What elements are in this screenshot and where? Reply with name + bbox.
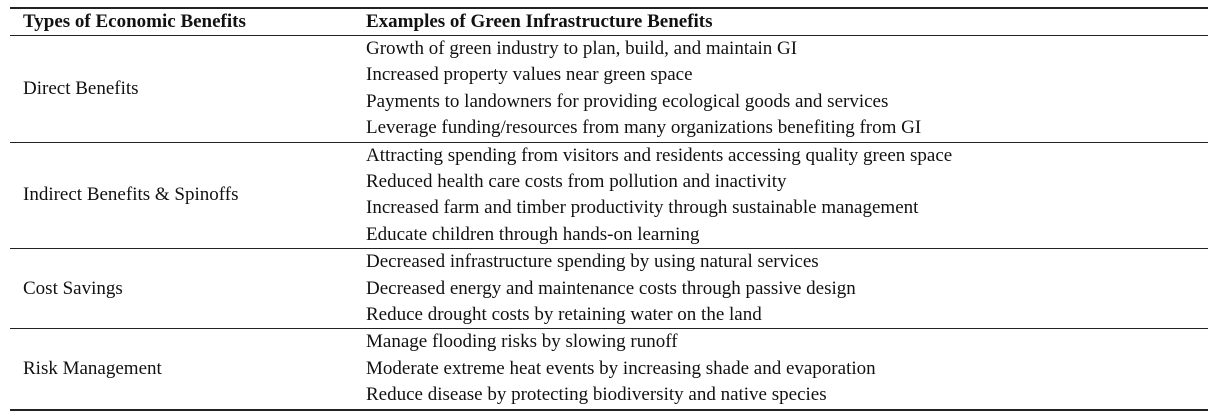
row-rule [10,141,1208,143]
header-cell: Types of Economic Benefits [23,11,246,32]
example-text: Reduce disease by protecting biodiversit… [366,384,827,406]
example-text: Leverage funding/resources from many org… [366,117,922,139]
example-text: Increased property values near green spa… [366,64,693,86]
example-text: Attracting spending from visitors and re… [366,144,953,166]
example-text: Decreased energy and maintenance costs t… [366,277,856,299]
example-text: Increased farm and timber productivity t… [366,197,919,219]
benefit-type: Indirect Benefits & Spinoffs [23,184,239,206]
example-text: Moderate extreme heat events by increasi… [366,357,876,379]
benefit-type: Cost Savings [23,277,123,299]
row-rule [10,248,1208,250]
row-rule [10,328,1208,330]
example-text: Growth of green industry to plan, build,… [366,38,798,59]
example-text: Reduced health care costs from pollution… [366,171,787,192]
example-text: Payments to landowners for providing eco… [366,90,889,112]
example-text: Educate children through hands-on learni… [366,223,700,245]
example-text: Decreased infrastructure spending by usi… [366,251,819,273]
benefit-type: Risk Management [23,357,162,379]
example-text: Reduce drought costs by retaining water … [366,304,762,325]
example-text: Manage flooding risks by slowing runoff [366,331,678,353]
header-rule [10,35,1208,36]
benefit-type: Direct Benefits [23,77,139,99]
top-border [10,7,1208,9]
header-cell: Examples of Green Infrastructure Benefit… [366,11,713,32]
bottom-border [10,408,1208,411]
